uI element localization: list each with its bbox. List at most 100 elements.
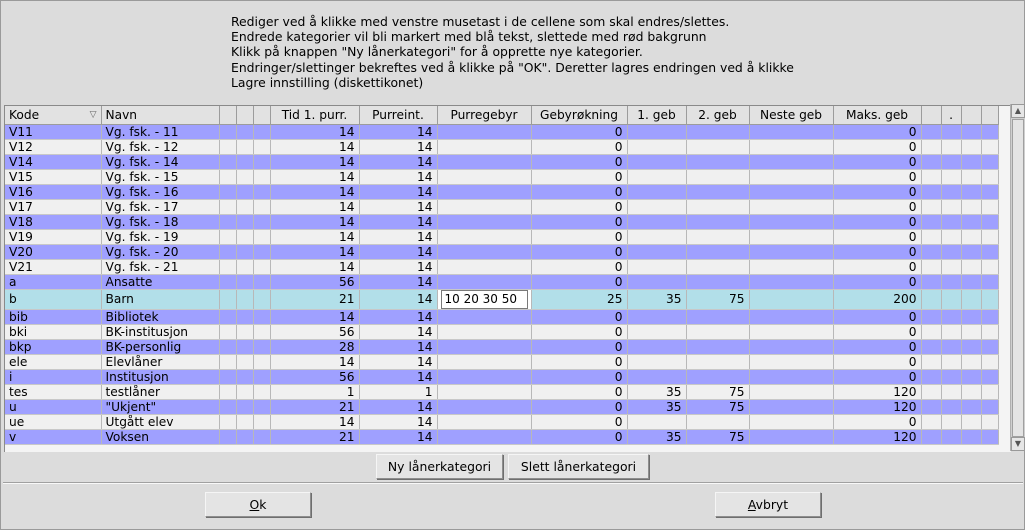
cell-gebyrokning[interactable]: 0 xyxy=(531,309,628,325)
delete-category-button[interactable]: Slett lånerkategori xyxy=(508,454,649,479)
cell-purregebyr[interactable] xyxy=(437,429,532,445)
cell-tid[interactable]: 14 xyxy=(270,244,360,260)
table-row[interactable]: V14 Vg. fsk. - 14 14 14 0 0 xyxy=(5,154,999,170)
cell-purreint[interactable]: 14 xyxy=(359,369,438,385)
cell-neste[interactable] xyxy=(749,429,834,445)
table-row[interactable]: V17 Vg. fsk. - 17 14 14 0 0 xyxy=(5,199,999,215)
cell-purreint[interactable]: 14 xyxy=(359,354,438,370)
cell-neste[interactable] xyxy=(749,154,834,170)
cell-navn[interactable]: Vg. fsk. - 20 xyxy=(101,244,220,260)
cell-maks[interactable]: 0 xyxy=(833,309,922,325)
table-row[interactable]: bki BK-institusjon 56 14 0 0 xyxy=(5,324,999,340)
cell-tid[interactable]: 14 xyxy=(270,184,360,200)
cell-neste[interactable] xyxy=(749,384,834,400)
cell-blank[interactable] xyxy=(921,169,942,185)
cell-neste[interactable] xyxy=(749,259,834,275)
cell-blank[interactable] xyxy=(921,384,942,400)
cell-blank[interactable] xyxy=(236,154,254,170)
cell-blank[interactable] xyxy=(941,274,962,290)
cell-kode[interactable]: V15 xyxy=(5,169,102,185)
cell-purregebyr[interactable] xyxy=(437,139,532,155)
column-header-blank[interactable] xyxy=(961,106,982,125)
category-grid[interactable]: Kode ▽ Navn Tid 1. purr. Purreint. Purreg… xyxy=(4,105,1011,452)
cell-purreint[interactable]: 14 xyxy=(359,139,438,155)
cell-maks[interactable]: 0 xyxy=(833,244,922,260)
cell-neste[interactable] xyxy=(749,309,834,325)
table-row[interactable]: V11 Vg. fsk. - 11 14 14 0 0 xyxy=(5,124,999,140)
cell-blank[interactable] xyxy=(219,169,237,185)
cell-blank[interactable] xyxy=(236,339,254,355)
cell-purregebyr[interactable] xyxy=(437,414,532,430)
cell-blank[interactable] xyxy=(961,309,982,325)
cell-geb1[interactable] xyxy=(627,369,687,385)
cell-blank[interactable] xyxy=(236,169,254,185)
cell-kode[interactable]: v xyxy=(5,429,102,445)
cell-kode[interactable]: i xyxy=(5,369,102,385)
cell-blank[interactable] xyxy=(981,399,999,415)
cell-blank[interactable] xyxy=(921,339,942,355)
cell-purregebyr[interactable] xyxy=(437,399,532,415)
cell-purreint[interactable]: 14 xyxy=(359,199,438,215)
cell-blank[interactable] xyxy=(236,139,254,155)
cell-geb1[interactable] xyxy=(627,214,687,230)
cell-blank[interactable] xyxy=(961,124,982,140)
cell-purregebyr[interactable] xyxy=(437,124,532,140)
table-row[interactable]: u "Ukjent" 21 14 0 35 75 120 xyxy=(5,399,999,415)
cell-maks[interactable]: 120 xyxy=(833,399,922,415)
cell-purregebyr[interactable] xyxy=(437,154,532,170)
cell-maks[interactable]: 0 xyxy=(833,124,922,140)
cell-blank[interactable] xyxy=(253,199,271,215)
cell-neste[interactable] xyxy=(749,414,834,430)
cell-blank[interactable] xyxy=(219,214,237,230)
cell-navn[interactable]: Vg. fsk. - 14 xyxy=(101,154,220,170)
cell-blank[interactable] xyxy=(253,124,271,140)
column-header-maks[interactable]: Maks. geb xyxy=(833,106,922,125)
cell-geb2[interactable] xyxy=(686,154,750,170)
cell-blank[interactable] xyxy=(981,274,999,290)
cell-blank[interactable] xyxy=(253,324,271,340)
cell-neste[interactable] xyxy=(749,139,834,155)
cell-geb1[interactable] xyxy=(627,154,687,170)
cell-purregebyr[interactable]: 10 20 30 50 xyxy=(437,289,532,310)
cell-neste[interactable] xyxy=(749,339,834,355)
cell-blank[interactable] xyxy=(941,354,962,370)
table-row[interactable]: V19 Vg. fsk. - 19 14 14 0 0 xyxy=(5,229,999,245)
cell-blank[interactable] xyxy=(961,214,982,230)
column-header-kode[interactable]: Kode ▽ xyxy=(5,106,102,125)
cell-blank[interactable] xyxy=(219,369,237,385)
cell-blank[interactable] xyxy=(941,384,962,400)
cell-blank[interactable] xyxy=(236,229,254,245)
cell-maks[interactable]: 0 xyxy=(833,184,922,200)
cell-tid[interactable]: 14 xyxy=(270,214,360,230)
column-header-gebyrokning[interactable]: Gebyrøkning xyxy=(531,106,628,125)
cell-gebyrokning[interactable]: 0 xyxy=(531,369,628,385)
table-row[interactable]: v Voksen 21 14 0 35 75 120 xyxy=(5,429,999,445)
cell-tid[interactable]: 14 xyxy=(270,229,360,245)
table-row[interactable]: tes testlåner 1 1 0 35 75 120 xyxy=(5,384,999,400)
cell-maks[interactable]: 0 xyxy=(833,199,922,215)
cell-tid[interactable]: 14 xyxy=(270,414,360,430)
cell-blank[interactable] xyxy=(941,429,962,445)
cell-blank[interactable] xyxy=(236,384,254,400)
cell-blank[interactable] xyxy=(961,259,982,275)
cell-blank[interactable] xyxy=(253,184,271,200)
cell-blank[interactable] xyxy=(253,429,271,445)
cell-maks[interactable]: 0 xyxy=(833,214,922,230)
cell-geb2[interactable]: 75 xyxy=(686,289,750,310)
cell-tid[interactable]: 14 xyxy=(270,309,360,325)
cell-blank[interactable] xyxy=(236,199,254,215)
column-header-blank[interactable] xyxy=(219,106,237,125)
cell-gebyrokning[interactable]: 0 xyxy=(531,139,628,155)
cell-navn[interactable]: Vg. fsk. - 21 xyxy=(101,259,220,275)
cell-tid[interactable]: 56 xyxy=(270,324,360,340)
cell-navn[interactable]: Elevlåner xyxy=(101,354,220,370)
cell-blank[interactable] xyxy=(981,369,999,385)
cell-blank[interactable] xyxy=(236,124,254,140)
cell-gebyrokning[interactable]: 0 xyxy=(531,354,628,370)
cell-neste[interactable] xyxy=(749,214,834,230)
cell-maks[interactable]: 0 xyxy=(833,414,922,430)
cell-purreint[interactable]: 14 xyxy=(359,399,438,415)
cell-tid[interactable]: 56 xyxy=(270,369,360,385)
table-row[interactable]: i Institusjon 56 14 0 0 xyxy=(5,369,999,385)
cell-blank[interactable] xyxy=(941,414,962,430)
